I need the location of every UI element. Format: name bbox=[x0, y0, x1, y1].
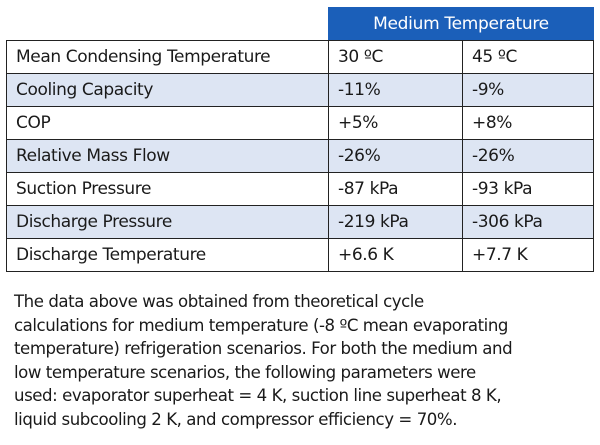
value-45c: -93 kPa bbox=[462, 172, 594, 206]
table-row: Cooling Capacity -11% -9% bbox=[6, 73, 594, 107]
row-label: Discharge Temperature bbox=[6, 238, 329, 272]
value-45c: +8% bbox=[462, 106, 594, 140]
table-row: Suction Pressure -87 kPa -93 kPa bbox=[6, 172, 594, 206]
value-45c: +7.7 K bbox=[462, 238, 594, 272]
comparison-table: Mean Condensing Temperature 30 ºC 45 ºC Coo… bbox=[6, 40, 594, 272]
value-30c: -219 kPa bbox=[328, 205, 463, 239]
table-row: Relative Mass Flow -26% -26% bbox=[6, 139, 594, 173]
row-label: Cooling Capacity bbox=[6, 73, 329, 107]
footnote-line: low temperature scenarios, the following… bbox=[14, 362, 476, 382]
row-label: Discharge Pressure bbox=[6, 205, 329, 239]
value-30c: -11% bbox=[328, 73, 463, 107]
row-label: COP bbox=[6, 106, 329, 140]
value-45c: 45 ºC bbox=[462, 40, 594, 74]
value-30c: +6.6 K bbox=[328, 238, 463, 272]
medium-temperature-header: Medium Temperature bbox=[328, 7, 594, 40]
value-30c: +5% bbox=[328, 106, 463, 140]
value-45c: -9% bbox=[462, 73, 594, 107]
footnote-line: temperature) refrigeration scenarios. Fo… bbox=[14, 339, 513, 359]
footnote-line: used: evaporator superheat = 4 K, suctio… bbox=[14, 386, 502, 406]
row-label: Suction Pressure bbox=[6, 172, 329, 206]
value-30c: -26% bbox=[328, 139, 463, 173]
value-45c: -26% bbox=[462, 139, 594, 173]
footnote: The data above was obtained from theoret… bbox=[14, 290, 594, 432]
table-row: Discharge Pressure -219 kPa -306 kPa bbox=[6, 205, 594, 239]
row-label: Relative Mass Flow bbox=[6, 139, 329, 173]
value-30c: 30 ºC bbox=[328, 40, 463, 74]
footnote-line: liquid subcooling 2 K, and compressor ef… bbox=[14, 409, 458, 429]
table-row: Discharge Temperature +6.6 K +7.7 K bbox=[6, 238, 594, 272]
value-30c: -87 kPa bbox=[328, 172, 463, 206]
footnote-line: calculations for medium temperature (-8 … bbox=[14, 315, 508, 335]
value-45c: -306 kPa bbox=[462, 205, 594, 239]
table-row: Mean Condensing Temperature 30 ºC 45 ºC bbox=[6, 40, 594, 74]
table-row: COP +5% +8% bbox=[6, 106, 594, 140]
footnote-line: The data above was obtained from theoret… bbox=[14, 292, 424, 311]
row-label: Mean Condensing Temperature bbox=[6, 40, 329, 74]
